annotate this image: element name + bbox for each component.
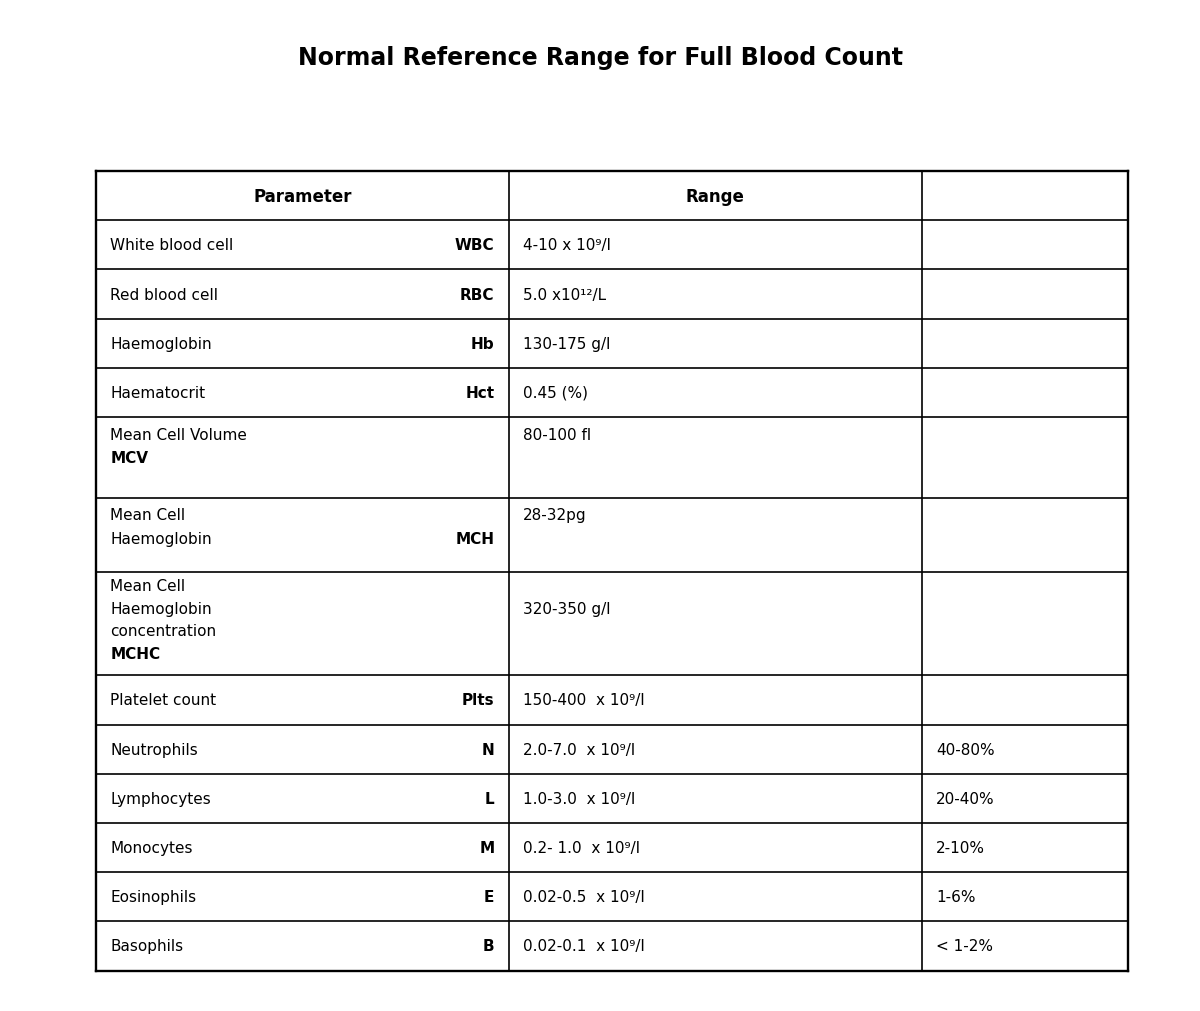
- Text: Mean Cell: Mean Cell: [110, 508, 186, 523]
- Text: E: E: [484, 890, 494, 904]
- Text: 5.0 x10¹²/L: 5.0 x10¹²/L: [523, 287, 606, 302]
- Text: < 1-2%: < 1-2%: [936, 938, 994, 953]
- Text: Hb: Hb: [470, 337, 494, 352]
- Text: 80-100 fl: 80-100 fl: [523, 428, 592, 443]
- Text: Haemoglobin: Haemoglobin: [110, 531, 212, 546]
- Text: Haematocrit: Haematocrit: [110, 385, 205, 400]
- Text: Neutrophils: Neutrophils: [110, 742, 198, 757]
- Text: RBC: RBC: [460, 287, 494, 302]
- Text: 150-400  x 10⁹/l: 150-400 x 10⁹/l: [523, 693, 644, 708]
- Text: Red blood cell: Red blood cell: [110, 287, 218, 302]
- Text: Haemoglobin: Haemoglobin: [110, 337, 212, 352]
- Text: 130-175 g/l: 130-175 g/l: [523, 337, 611, 352]
- Text: Mean Cell Volume: Mean Cell Volume: [110, 428, 247, 443]
- Text: Plts: Plts: [462, 693, 494, 708]
- Text: 0.02-0.5  x 10⁹/l: 0.02-0.5 x 10⁹/l: [523, 890, 644, 904]
- Text: MCH: MCH: [456, 531, 494, 546]
- Text: White blood cell: White blood cell: [110, 239, 234, 253]
- Text: concentration: concentration: [110, 624, 216, 639]
- Text: M: M: [479, 840, 494, 855]
- Text: Basophils: Basophils: [110, 938, 184, 953]
- Text: 1.0-3.0  x 10⁹/l: 1.0-3.0 x 10⁹/l: [523, 791, 636, 806]
- Text: 20-40%: 20-40%: [936, 791, 995, 806]
- Text: Lymphocytes: Lymphocytes: [110, 791, 211, 806]
- Text: Normal Reference Range for Full Blood Count: Normal Reference Range for Full Blood Co…: [298, 45, 902, 70]
- Text: Mean Cell: Mean Cell: [110, 578, 186, 593]
- Text: MCV: MCV: [110, 451, 149, 466]
- Text: 4-10 x 10⁹/l: 4-10 x 10⁹/l: [523, 239, 611, 253]
- Text: 0.45 (%): 0.45 (%): [523, 385, 588, 400]
- Text: Monocytes: Monocytes: [110, 840, 193, 855]
- Text: 1-6%: 1-6%: [936, 890, 976, 904]
- Text: Parameter: Parameter: [253, 187, 352, 205]
- Text: Haemoglobin: Haemoglobin: [110, 602, 212, 616]
- Text: 40-80%: 40-80%: [936, 742, 995, 757]
- Text: Eosinophils: Eosinophils: [110, 890, 197, 904]
- Text: Range: Range: [685, 187, 745, 205]
- Text: MCHC: MCHC: [110, 646, 161, 661]
- Text: L: L: [485, 791, 494, 806]
- Text: B: B: [482, 938, 494, 953]
- Text: 0.02-0.1  x 10⁹/l: 0.02-0.1 x 10⁹/l: [523, 938, 644, 953]
- Text: 0.2- 1.0  x 10⁹/l: 0.2- 1.0 x 10⁹/l: [523, 840, 641, 855]
- Text: 28-32pg: 28-32pg: [523, 508, 587, 523]
- Text: Platelet count: Platelet count: [110, 693, 216, 708]
- Text: 2.0-7.0  x 10⁹/l: 2.0-7.0 x 10⁹/l: [523, 742, 635, 757]
- Text: 320-350 g/l: 320-350 g/l: [523, 602, 611, 616]
- Text: 2-10%: 2-10%: [936, 840, 985, 855]
- Text: WBC: WBC: [455, 239, 494, 253]
- Text: N: N: [481, 742, 494, 757]
- Text: Hct: Hct: [466, 385, 494, 400]
